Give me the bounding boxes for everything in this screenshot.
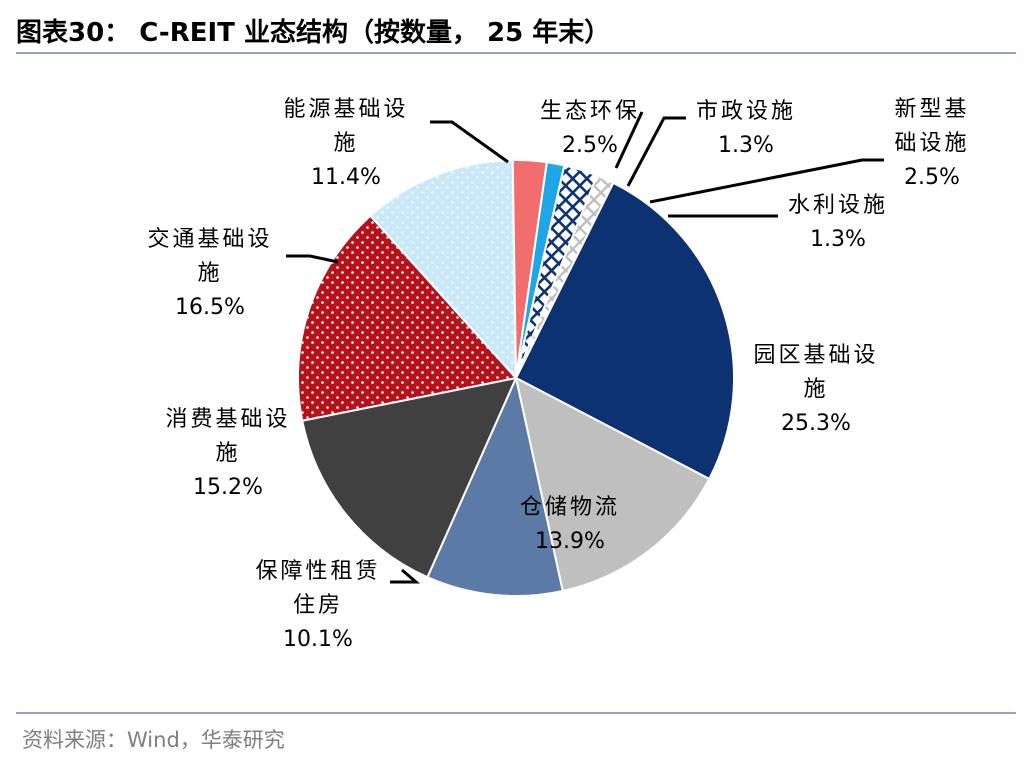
slice-label-1: 园区基础设施 25.3% <box>753 343 878 436</box>
slice-label-8: 市政设施 1.3% <box>696 99 796 158</box>
slice-label-3: 保障性租赁住房 10.1% <box>255 559 380 652</box>
pie-slice-10 <box>515 174 615 379</box>
leader-line-3 <box>390 568 421 584</box>
leader-line-6 <box>430 120 509 164</box>
pie-chart: 园区基础设施 25.3% 仓储物流 13.9% 保障性租赁住房 10.1% 消费基础设施 15… <box>147 97 969 652</box>
pie-slice-5 <box>297 214 518 422</box>
footer-divider <box>16 712 1016 714</box>
slice-label-2: 仓储物流 13.9% <box>520 495 620 554</box>
slice-label-10: 水利设施 1.3% <box>788 193 888 252</box>
slice-label-7: 生态环保 2.5% <box>540 99 640 158</box>
slice-label-9: 新型基础设施 2.5% <box>894 97 969 190</box>
leader-line-5 <box>286 254 339 264</box>
chart-title: 图表30： C-REIT 业态结构（按数量， 25 年末） <box>16 18 611 48</box>
pie-slice-2 <box>514 376 711 593</box>
pie-slice-6 <box>368 159 518 381</box>
leader-line-9 <box>649 158 884 204</box>
pie-slice-3 <box>426 374 564 597</box>
leader-line-7 <box>614 111 644 169</box>
title-divider <box>16 52 1016 54</box>
slice-label-5: 交通基础设施 16.5% <box>147 227 272 320</box>
source-note: 资料来源：Wind，华泰研究 <box>22 728 285 752</box>
pie-slice-1 <box>514 181 735 481</box>
pie-slice-4 <box>301 376 518 579</box>
slice-label-6: 能源基础设施 11.4% <box>283 97 408 190</box>
slice-label-4: 消费基础设施 15.2% <box>165 407 290 500</box>
leader-line-8 <box>626 116 686 187</box>
